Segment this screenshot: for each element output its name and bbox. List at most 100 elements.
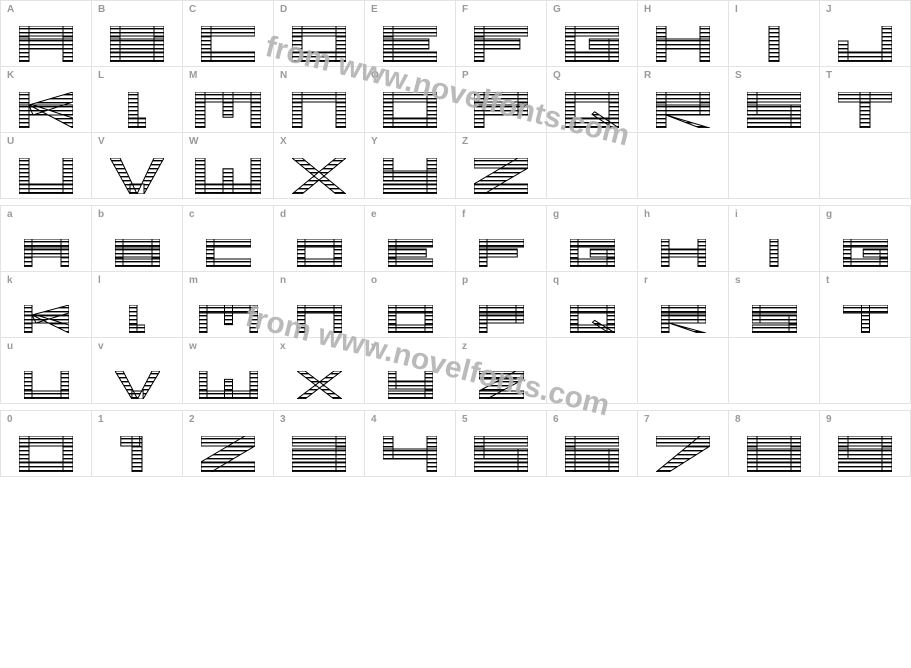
cell-label: 2	[189, 415, 195, 425]
glyph-cell: d	[274, 206, 365, 272]
cell-label: g	[553, 210, 559, 220]
glyph-cell: a	[1, 206, 92, 272]
glyph-cell: G	[547, 1, 638, 67]
glyph	[183, 158, 273, 194]
cell-label: 5	[462, 415, 468, 425]
glyph-cell: M	[183, 67, 274, 133]
cell-label: 4	[371, 415, 377, 425]
glyph	[729, 26, 819, 62]
glyph-cell: w	[183, 338, 274, 404]
cell-label: u	[7, 342, 13, 352]
cell-label: Z	[462, 137, 468, 147]
glyph	[456, 158, 546, 194]
glyph-cell: D	[274, 1, 365, 67]
glyph	[456, 436, 546, 472]
glyph	[729, 305, 819, 333]
empty-cell	[638, 338, 729, 404]
glyph	[365, 371, 455, 399]
uppercase-grid: ABCDEFGHIJKLMNOPQRSTUVWXYZ	[0, 0, 911, 199]
cell-label: H	[644, 5, 651, 15]
cell-label: 6	[553, 415, 559, 425]
glyph	[183, 239, 273, 267]
glyph	[365, 239, 455, 267]
glyph	[1, 158, 91, 194]
cell-label: 3	[280, 415, 286, 425]
cell-label: g	[826, 210, 832, 220]
glyph-cell: E	[365, 1, 456, 67]
glyph-cell: 2	[183, 411, 274, 477]
glyph	[274, 239, 364, 267]
cell-label: J	[826, 5, 832, 15]
cell-label: c	[189, 210, 195, 220]
glyph-cell: g	[547, 206, 638, 272]
glyph-cell: p	[456, 272, 547, 338]
cell-label: P	[462, 71, 469, 81]
empty-cell	[729, 338, 820, 404]
glyph	[1, 239, 91, 267]
glyph	[183, 92, 273, 128]
glyph	[820, 92, 910, 128]
glyph-cell: m	[183, 272, 274, 338]
glyph-cell: s	[729, 272, 820, 338]
glyph-cell: k	[1, 272, 92, 338]
glyph-cell: Q	[547, 67, 638, 133]
glyph	[638, 305, 728, 333]
glyph	[1, 26, 91, 62]
uppercase-section: ABCDEFGHIJKLMNOPQRSTUVWXYZ	[0, 0, 911, 199]
glyph	[547, 436, 637, 472]
cell-label: X	[280, 137, 287, 147]
glyph-cell: c	[183, 206, 274, 272]
cell-label: V	[98, 137, 105, 147]
glyph-cell: x	[274, 338, 365, 404]
glyph	[183, 26, 273, 62]
cell-label: W	[189, 137, 198, 147]
cell-label: A	[7, 5, 14, 15]
empty-cell	[820, 338, 911, 404]
cell-label: O	[371, 71, 379, 81]
glyph-cell: B	[92, 1, 183, 67]
cell-label: x	[280, 342, 286, 352]
glyph	[729, 92, 819, 128]
glyph-cell: F	[456, 1, 547, 67]
empty-cell	[820, 133, 911, 199]
glyph-cell: 5	[456, 411, 547, 477]
cell-label: R	[644, 71, 651, 81]
cell-label: w	[189, 342, 197, 352]
glyph	[365, 436, 455, 472]
glyph-cell: v	[92, 338, 183, 404]
empty-cell	[547, 338, 638, 404]
glyph-cell: z	[456, 338, 547, 404]
glyph	[183, 305, 273, 333]
glyph	[1, 92, 91, 128]
cell-label: z	[462, 342, 467, 352]
cell-label: L	[98, 71, 104, 81]
lowercase-section: abcdefghigklmnopqrstuvwxyz	[0, 205, 911, 404]
glyph	[1, 305, 91, 333]
glyph-cell: 4	[365, 411, 456, 477]
cell-label: Y	[371, 137, 378, 147]
cell-label: S	[735, 71, 742, 81]
glyph	[638, 239, 728, 267]
glyph	[274, 158, 364, 194]
cell-label: m	[189, 276, 198, 286]
digits-section: 0123456789	[0, 410, 911, 477]
cell-label: G	[553, 5, 561, 15]
glyph	[820, 26, 910, 62]
glyph	[729, 239, 819, 267]
glyph-cell: 0	[1, 411, 92, 477]
glyph-cell: H	[638, 1, 729, 67]
glyph	[547, 26, 637, 62]
glyph	[729, 436, 819, 472]
glyph-cell: S	[729, 67, 820, 133]
glyph	[92, 305, 182, 333]
glyph	[92, 92, 182, 128]
glyph-cell: V	[92, 133, 183, 199]
cell-label: i	[735, 210, 738, 220]
glyph-cell: Y	[365, 133, 456, 199]
glyph-cell: 7	[638, 411, 729, 477]
glyph-cell: L	[92, 67, 183, 133]
cell-label: h	[644, 210, 650, 220]
cell-label: U	[7, 137, 14, 147]
cell-label: I	[735, 5, 738, 15]
glyph-cell: K	[1, 67, 92, 133]
